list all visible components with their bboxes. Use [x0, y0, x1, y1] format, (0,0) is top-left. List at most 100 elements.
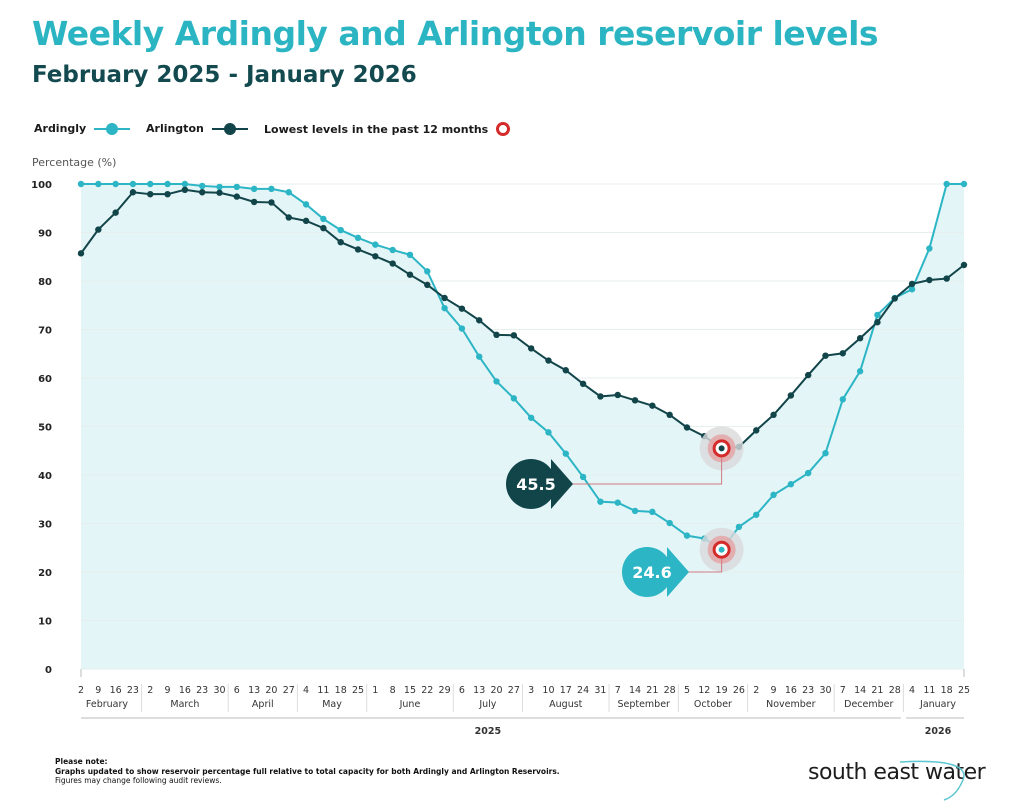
y-tick-label: 10 [38, 617, 52, 628]
y-tick-label: 70 [38, 326, 52, 337]
callout-bubble-arlington [506, 459, 556, 509]
y-tick-label: 80 [38, 277, 52, 288]
data-point-ardingly [839, 396, 847, 403]
x-tick-label: 1 [372, 685, 378, 696]
x-tick-label: 12 [698, 685, 710, 696]
x-tick-label: 14 [854, 685, 866, 696]
callout-value-ardingly: 24.6 [632, 563, 671, 582]
legend-arlington-label: Arlington [146, 122, 204, 135]
x-tick-label: 31 [594, 685, 606, 696]
data-point-ardingly [943, 180, 950, 188]
data-point-ardingly [735, 523, 743, 531]
data-point-arlington [666, 411, 673, 419]
x-tick-label: 30 [213, 685, 225, 696]
data-point-ardingly [302, 201, 310, 208]
series-line-arlington [80, 188, 965, 450]
callout-value-arlington: 45.5 [516, 475, 555, 494]
lowest-point-ardingly [718, 546, 725, 553]
x-tick-label: 6 [234, 685, 240, 696]
data-point-ardingly [493, 378, 500, 385]
note-line-2: Figures may change following audit revie… [55, 776, 222, 785]
x-tick-label: 20 [490, 685, 502, 696]
data-point-ardingly [579, 473, 587, 481]
x-tick-label: 22 [421, 685, 433, 696]
data-point-ardingly [874, 311, 881, 319]
x-tick-label: 10 [542, 685, 554, 696]
data-point-ardingly [770, 491, 777, 499]
data-point-arlington [493, 331, 500, 339]
data-point-arlington [943, 275, 950, 282]
data-point-arlington [406, 271, 414, 278]
month-label: October [694, 699, 732, 710]
data-point-arlington [683, 424, 691, 431]
data-point-arlington [268, 199, 275, 206]
year-label: 2026 [925, 726, 952, 737]
data-point-ardingly [666, 519, 673, 527]
data-point-arlington [164, 190, 171, 198]
data-point-arlington [562, 367, 569, 374]
series-line-ardingly [81, 183, 964, 552]
callout-line-ardingly [680, 558, 723, 573]
data-point-ardingly [285, 189, 292, 196]
data-point-arlington [285, 214, 292, 221]
y-tick-label: 40 [38, 471, 52, 482]
x-tick-label: 21 [871, 685, 883, 696]
data-point-arlington [649, 402, 656, 409]
data-point-arlington [926, 276, 933, 284]
data-point-ardingly [822, 449, 829, 457]
x-tick-label: 5 [684, 685, 690, 696]
x-tick-label: 7 [615, 685, 621, 696]
x-tick-label: 8 [390, 685, 396, 696]
data-point-ardingly [614, 499, 621, 506]
x-tick-label: 11 [317, 685, 329, 696]
y-tick-label: 90 [38, 229, 52, 240]
month-label: December [844, 699, 893, 710]
data-point-ardingly [424, 268, 431, 275]
data-point-ardingly [198, 182, 206, 190]
data-point-arlington [129, 189, 137, 196]
callout-bubble-ardingly [622, 547, 672, 597]
area-arlington [81, 189, 964, 669]
legend-ardingly-label: Ardingly [34, 122, 87, 135]
data-point-arlington [960, 261, 968, 269]
data-point-ardingly [181, 180, 189, 188]
data-point-ardingly [926, 245, 933, 252]
x-tick-label: 4 [303, 685, 309, 696]
month-label: February [86, 699, 128, 710]
data-point-arlington [77, 250, 85, 257]
x-tick-label: 28 [889, 685, 901, 696]
x-tick-label: 27 [283, 685, 295, 696]
data-point-arlington [597, 393, 604, 400]
month-label: August [549, 699, 583, 710]
data-point-arlington [908, 280, 916, 288]
data-point-ardingly [147, 180, 154, 188]
data-point-ardingly [510, 395, 518, 402]
x-tick-label: 17 [560, 685, 572, 696]
callout-pointer-ardingly [667, 547, 689, 597]
data-point-ardingly [320, 215, 327, 223]
data-point-arlington [424, 281, 431, 289]
data-point-ardingly [129, 180, 137, 188]
x-tick-label: 21 [646, 685, 658, 696]
data-point-arlington [770, 411, 777, 419]
y-tick-label: 0 [45, 665, 52, 676]
x-tick-label: 25 [958, 685, 970, 696]
data-point-arlington [372, 253, 379, 260]
data-point-ardingly [753, 511, 760, 518]
month-label: September [617, 699, 670, 710]
legend-lowest-label: Lowest levels in the past 12 months [264, 122, 489, 136]
data-point-ardingly [908, 286, 916, 293]
month-label: March [170, 699, 199, 710]
x-tick-label: 28 [664, 685, 676, 696]
data-point-arlington [112, 209, 119, 216]
legend-ardingly: Ardingly [34, 122, 131, 135]
data-point-arlington [545, 357, 552, 364]
x-tick-label: 7 [840, 685, 846, 696]
x-tick-label: 30 [819, 685, 831, 696]
y-tick-label: 20 [38, 568, 52, 579]
legend-lowest: Lowest levels in the past 12 months [264, 122, 511, 136]
footer-note: Please note: Graphs updated to show rese… [55, 757, 560, 786]
x-tick-label: 11 [923, 685, 935, 696]
y-axis-label: Percentage (%) [32, 156, 117, 169]
x-tick-label: 4 [909, 685, 915, 696]
